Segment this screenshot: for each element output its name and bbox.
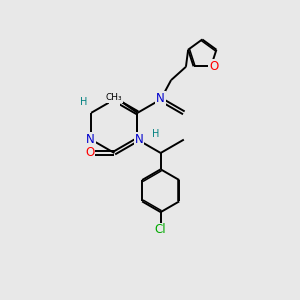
Text: O: O (85, 146, 94, 160)
Text: H: H (80, 97, 87, 106)
Text: CH₃: CH₃ (105, 94, 122, 103)
Text: N: N (156, 92, 165, 105)
Text: N: N (110, 92, 119, 105)
Text: N: N (135, 133, 143, 146)
Text: N: N (86, 133, 95, 146)
Text: Cl: Cl (155, 224, 167, 236)
Text: H: H (152, 129, 160, 139)
Text: O: O (209, 60, 219, 73)
